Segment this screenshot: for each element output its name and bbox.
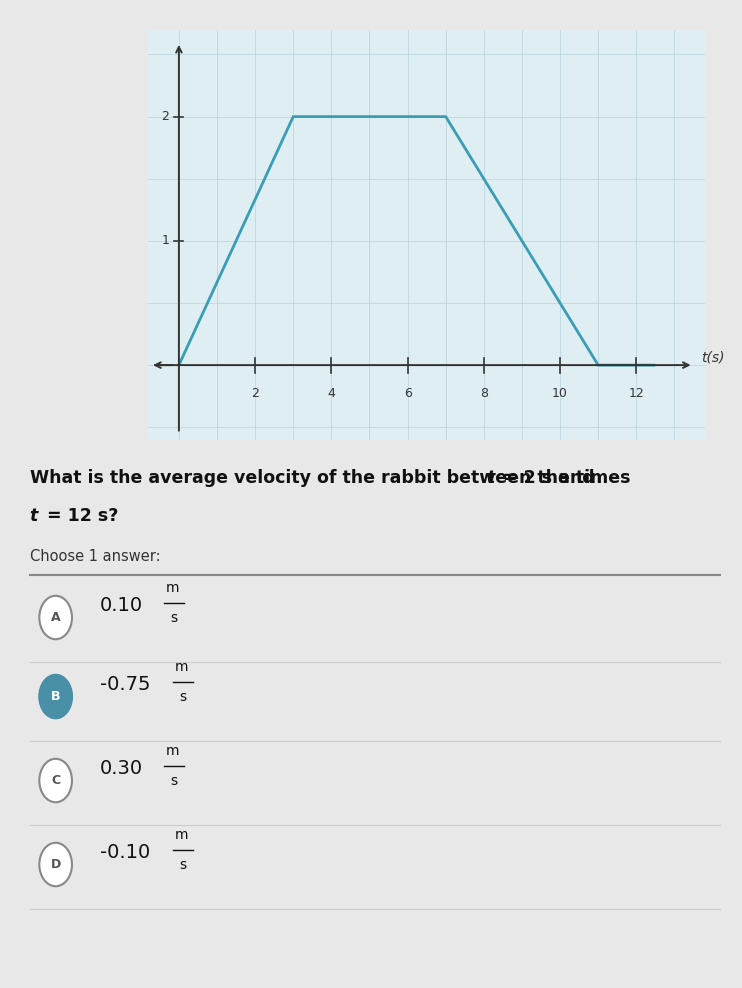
Text: 6: 6 bbox=[404, 387, 412, 400]
Text: B: B bbox=[51, 690, 60, 703]
Text: 2: 2 bbox=[252, 387, 259, 400]
Text: s: s bbox=[180, 690, 187, 703]
Text: C: C bbox=[51, 774, 60, 787]
Text: s: s bbox=[171, 611, 178, 624]
Text: s: s bbox=[180, 858, 187, 871]
Text: 2: 2 bbox=[162, 110, 169, 124]
Text: 0.30: 0.30 bbox=[100, 759, 143, 779]
Text: 0.10: 0.10 bbox=[100, 596, 143, 616]
Text: Choose 1 answer:: Choose 1 answer: bbox=[30, 549, 160, 564]
Text: -0.10: -0.10 bbox=[100, 843, 151, 863]
Text: -0.75: -0.75 bbox=[100, 675, 151, 695]
Text: t: t bbox=[30, 507, 38, 525]
Text: = 12 s?: = 12 s? bbox=[41, 507, 118, 525]
Text: 1: 1 bbox=[162, 234, 169, 247]
Text: m: m bbox=[174, 828, 188, 842]
Text: t(s): t(s) bbox=[701, 351, 725, 365]
Text: 8: 8 bbox=[480, 387, 487, 400]
Text: 12: 12 bbox=[628, 387, 644, 400]
Text: t: t bbox=[486, 469, 494, 487]
Text: D: D bbox=[50, 858, 61, 871]
Text: m: m bbox=[174, 660, 188, 674]
Text: s: s bbox=[171, 774, 178, 787]
Text: What is the average velocity of the rabbit between the times: What is the average velocity of the rabb… bbox=[30, 469, 636, 487]
Text: = 2 s and: = 2 s and bbox=[497, 469, 595, 487]
Text: m: m bbox=[165, 744, 179, 758]
Text: 10: 10 bbox=[552, 387, 568, 400]
Text: 4: 4 bbox=[327, 387, 335, 400]
Text: A: A bbox=[51, 611, 60, 624]
Text: m: m bbox=[165, 581, 179, 595]
